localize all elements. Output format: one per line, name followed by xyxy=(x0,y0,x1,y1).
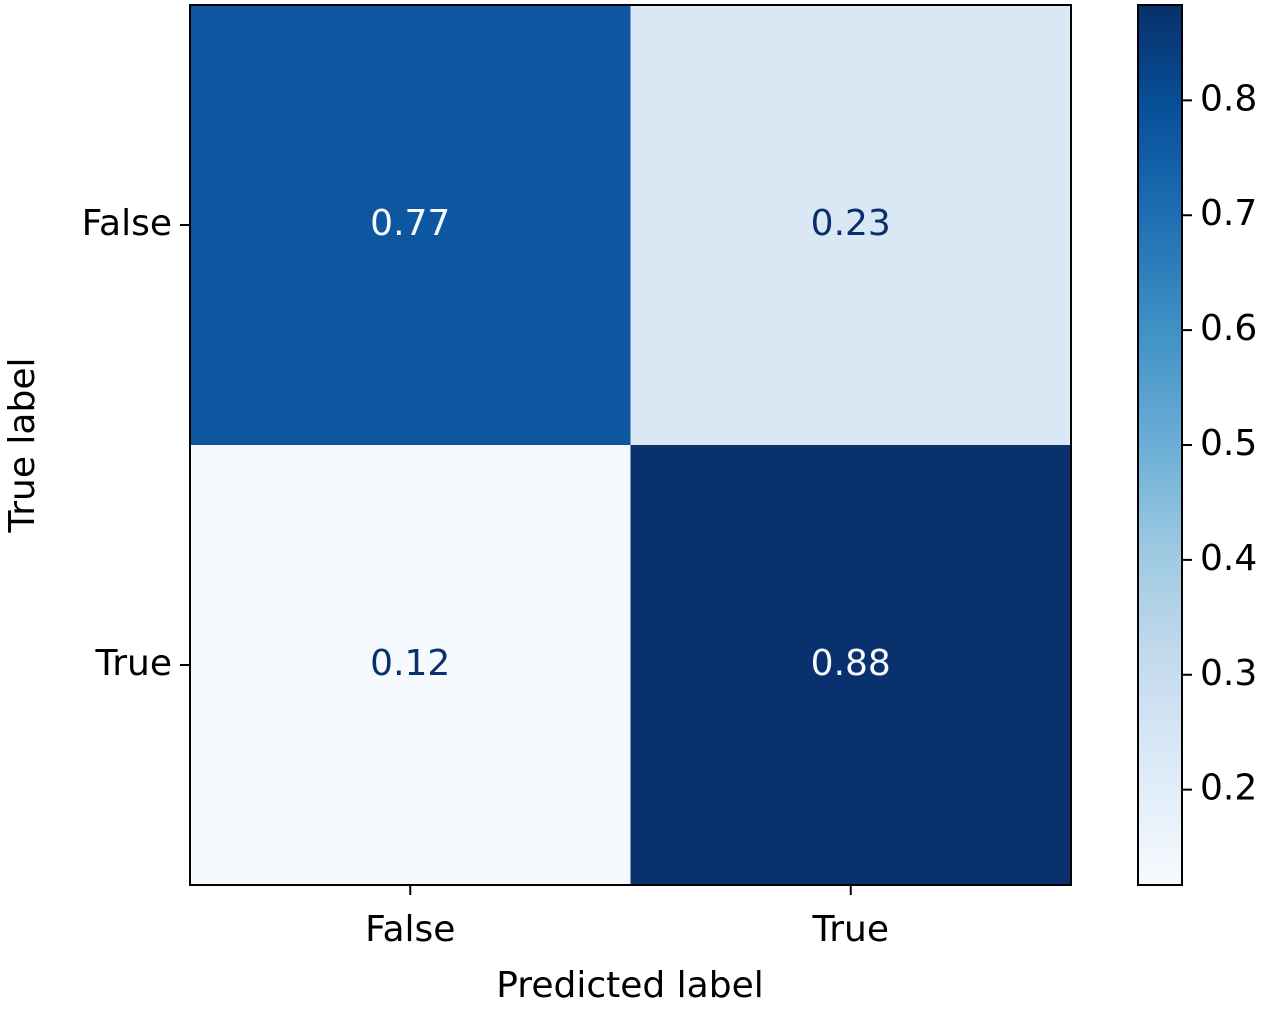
colorbar-tick-label: 0.2 xyxy=(1200,768,1257,809)
colorbar-tick-label: 0.7 xyxy=(1200,193,1257,234)
cell-label: 0.77 xyxy=(370,203,450,244)
colorbar xyxy=(1137,4,1183,886)
cell-label: 0.23 xyxy=(811,203,891,244)
colorbar-tick-label: 0.3 xyxy=(1200,653,1257,694)
cell-label: 0.12 xyxy=(370,643,450,684)
cell xyxy=(190,445,631,885)
cell xyxy=(190,5,631,445)
cell-label: 0.88 xyxy=(811,643,891,684)
colorbar-tick-label: 0.6 xyxy=(1200,308,1257,349)
axes-frame xyxy=(189,4,1072,886)
y-axis-label: True label xyxy=(2,358,43,534)
colorbar-tick-label: 0.8 xyxy=(1200,78,1257,119)
colorbar-tick-label: 0.5 xyxy=(1200,423,1257,464)
y-tick-label: True xyxy=(95,643,172,684)
x-tick-label: True xyxy=(812,909,889,950)
cell xyxy=(630,5,1071,445)
x-tick-label: False xyxy=(365,909,455,950)
y-tick-label: False xyxy=(82,203,172,244)
colorbar-tick-label: 0.4 xyxy=(1200,538,1257,579)
x-axis-label: Predicted label xyxy=(496,965,764,1006)
cell xyxy=(630,445,1071,885)
